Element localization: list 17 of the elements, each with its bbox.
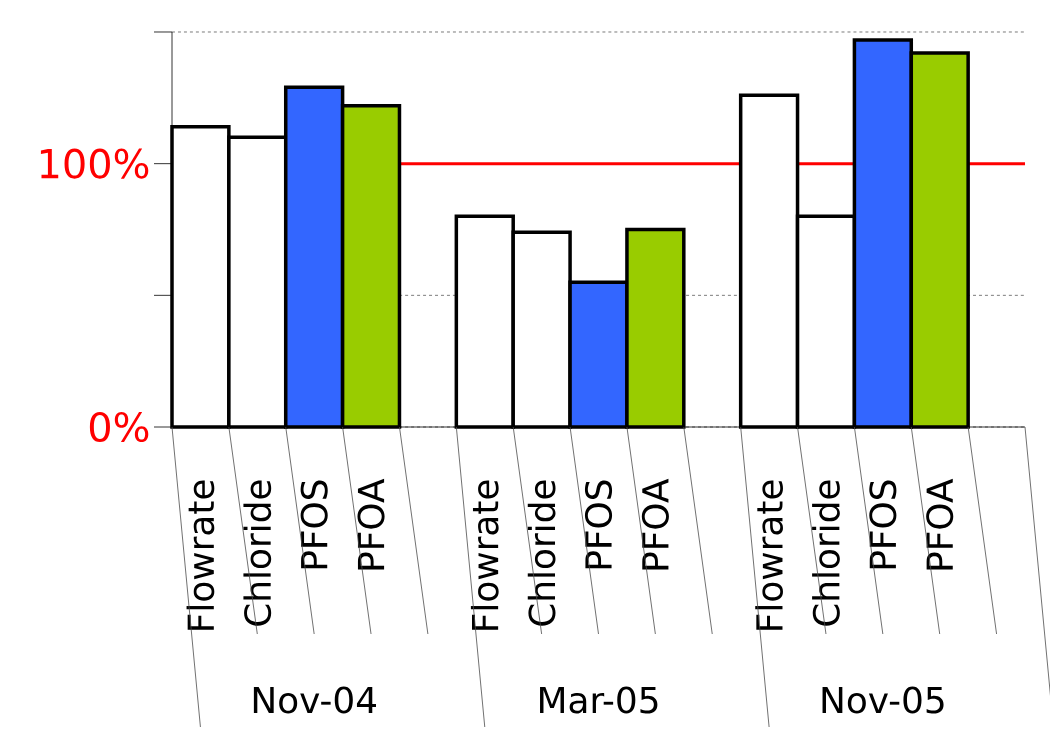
y-tick-label: 0% (89, 411, 149, 443)
text: Nov-04 (253, 686, 376, 714)
x-tick-label: Chloride (527, 480, 556, 626)
x-tick-label: PFOA (926, 478, 954, 570)
x-tick-label: PFOS (584, 480, 613, 569)
x-tick-label: PFOS (300, 480, 328, 569)
x-tick-label: Flowrate (755, 480, 783, 630)
x-tick-label: PFOS (869, 480, 897, 569)
x-tick-label: Flowrate (186, 480, 215, 630)
text: Mar-05 (540, 686, 658, 714)
x-tick-label: Flowrate (470, 480, 499, 630)
x-tick-label: PFOA (641, 478, 669, 570)
x-tick-label: PFOA (357, 478, 385, 570)
x-tick-label: Chloride (812, 480, 840, 626)
x-tick-label: Chloride (243, 480, 272, 626)
y-tick-label: 100% (40, 148, 149, 179)
text: Nov-05 (822, 686, 944, 714)
